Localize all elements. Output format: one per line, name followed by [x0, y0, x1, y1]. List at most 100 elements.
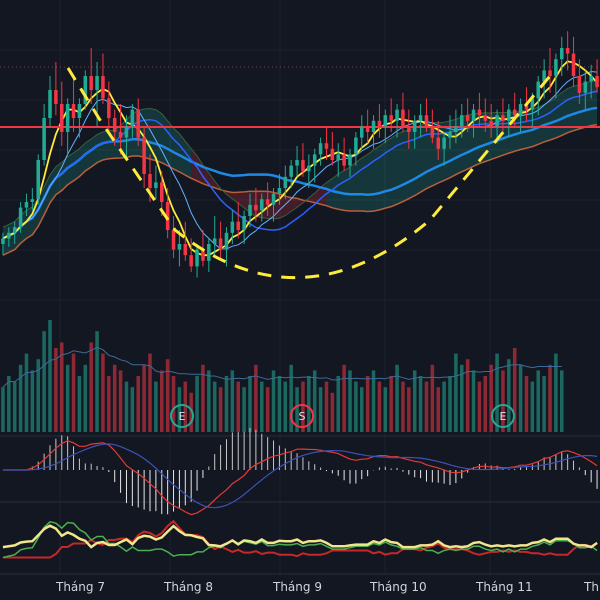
volume-bar: [142, 364, 146, 432]
candle-body: [95, 76, 99, 90]
volume-bar: [107, 376, 111, 432]
baseline-line: [2, 123, 598, 256]
volume-bar: [271, 370, 276, 432]
candles[interactable]: [1, 31, 599, 278]
candle-body: [295, 160, 299, 166]
volume-bar: [124, 381, 129, 432]
candle-body: [307, 165, 311, 172]
marker-ring: [491, 404, 515, 428]
candle-body: [318, 143, 323, 155]
candle-body: [565, 48, 570, 54]
cloud-segment: [238, 191, 245, 208]
candle: [42, 104, 46, 166]
volume-bar: [77, 376, 82, 432]
volume-bar: [201, 364, 205, 432]
candle: [342, 137, 346, 172]
candle-body: [124, 126, 129, 138]
volume-bar: [418, 376, 423, 432]
volume-bar: [112, 364, 117, 432]
volume-bar: [65, 364, 70, 432]
volume-marker: E: [491, 404, 515, 428]
cloud-segment: [191, 148, 198, 181]
cloud-segment: [361, 154, 368, 212]
volume-bar: [195, 376, 199, 432]
cloud-segment: [385, 138, 392, 209]
macd-pane: [2, 427, 598, 516]
candle-body: [236, 221, 240, 230]
cloud-segment: [32, 198, 39, 235]
volume-bar: [483, 376, 488, 432]
volume-bar: [430, 364, 435, 432]
volume-bar: [507, 359, 511, 432]
volume-bar: [148, 353, 152, 432]
cloud-segment: [414, 125, 421, 196]
volume-bar: [54, 348, 58, 432]
candle: [412, 115, 417, 149]
candle: [548, 48, 552, 93]
candle-body: [360, 126, 364, 138]
volume-bar: [183, 381, 188, 432]
candle: [430, 109, 435, 144]
volume-bar: [283, 381, 288, 432]
cloud-segment: [344, 167, 350, 211]
candle: [71, 76, 76, 132]
candle: [312, 148, 317, 183]
volume-bar: [154, 381, 158, 432]
candle-body: [112, 118, 117, 132]
volume-bar: [277, 376, 282, 432]
candle: [236, 202, 240, 239]
volume-bar: [248, 376, 252, 432]
volume-bar: [436, 387, 440, 432]
candle: [507, 104, 511, 138]
cloud-segment: [350, 162, 356, 211]
candle: [136, 98, 140, 146]
candle-body: [442, 137, 446, 149]
candle-body: [89, 76, 93, 90]
candle: [301, 143, 305, 177]
x-tick-label: Tháng 10: [369, 580, 427, 594]
marker-label: S: [299, 410, 306, 423]
candle-body: [477, 109, 482, 116]
cloud-segment: [208, 172, 215, 188]
volume-bar: [60, 342, 64, 432]
volume-bar: [130, 387, 135, 432]
cloud-segment: [373, 146, 380, 212]
cloud-segment: [202, 165, 209, 186]
candle: [477, 92, 482, 127]
candle: [30, 188, 35, 211]
cloud-segment: [561, 88, 568, 136]
volume-bar: [318, 387, 323, 432]
candle: [595, 59, 599, 93]
volume-bar: [18, 364, 23, 432]
candle: [583, 70, 588, 110]
candle: [401, 92, 405, 132]
volume-bar: [289, 364, 293, 432]
candle: [242, 210, 246, 244]
cloud-segment: [79, 143, 86, 177]
candle: [7, 227, 11, 247]
candle: [65, 98, 70, 155]
cloud-segment: [326, 178, 333, 208]
cloud-segment: [161, 113, 168, 166]
candle: [12, 221, 17, 244]
volume-bar: [536, 370, 540, 432]
candle-body: [165, 202, 170, 230]
oscillator-minus-line: [2, 519, 598, 559]
candle: [60, 81, 64, 146]
candle: [118, 104, 123, 155]
candle-body: [7, 232, 11, 239]
candle: [307, 154, 311, 188]
volume-bar: [242, 387, 246, 432]
candle: [212, 216, 217, 256]
candle: [36, 154, 40, 205]
candle: [124, 115, 129, 160]
candle: [489, 104, 493, 138]
candle-body: [583, 81, 588, 93]
cloud-segment: [555, 92, 562, 138]
volume-marker: S: [290, 404, 314, 428]
candle: [442, 132, 446, 166]
candle: [207, 238, 211, 272]
